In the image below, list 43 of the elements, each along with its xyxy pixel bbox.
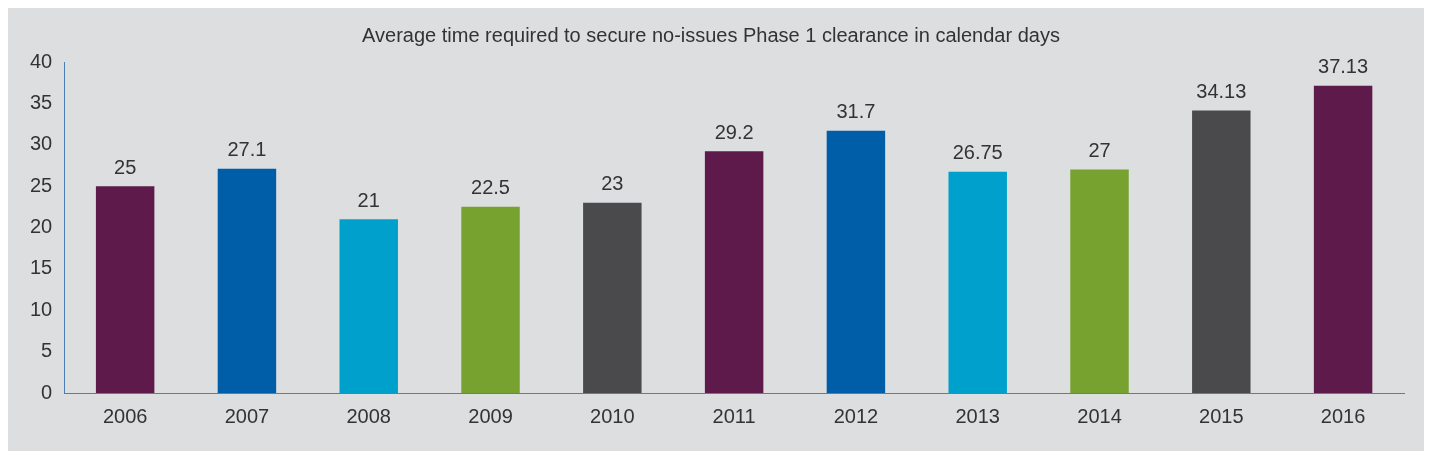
data-label: 31.7	[836, 100, 876, 123]
data-label: 22.5	[471, 176, 510, 199]
y-tick-label: 30	[30, 132, 53, 155]
bar	[217, 168, 277, 393]
bar	[1070, 169, 1129, 393]
y-tick-label: 40	[30, 49, 53, 72]
x-tick-label: 2014	[1077, 404, 1122, 427]
data-label: 25	[114, 155, 137, 178]
x-tick-label: 2011	[712, 404, 756, 427]
x-tick-label: 2009	[468, 404, 513, 427]
x-tick-label: 2006	[102, 404, 148, 427]
x-tick-label: 2010	[590, 404, 635, 427]
bar	[461, 206, 520, 393]
data-label: 27	[1088, 139, 1111, 162]
bar	[583, 202, 642, 393]
bar	[1192, 110, 1251, 393]
data-label: 37.13	[1318, 55, 1369, 78]
data-label: 29.2	[714, 120, 754, 143]
x-tick-label: 2012	[833, 404, 879, 427]
data-label: 26.75	[952, 141, 1003, 164]
chart-title: Average time required to secure no-issues Phase 1 clearance in calendar days	[362, 23, 1060, 46]
y-tick-label: 15	[30, 256, 53, 279]
bar	[339, 219, 398, 393]
x-tick-label: 2016	[1320, 404, 1366, 427]
data-label: 27.1	[227, 138, 267, 161]
y-tick-label: 10	[30, 297, 53, 320]
bar	[95, 186, 155, 393]
bar	[704, 151, 764, 393]
x-tick-label: 2013	[955, 404, 1000, 427]
x-tick-label: 2015	[1199, 404, 1244, 427]
bar	[826, 130, 886, 393]
y-tick-label: 0	[41, 380, 53, 403]
data-label: 21	[357, 188, 380, 211]
bar	[1313, 85, 1373, 393]
y-tick-label: 25	[30, 173, 53, 196]
bar	[948, 171, 1007, 393]
data-label: 23	[601, 172, 624, 195]
x-tick-label: 2008	[346, 404, 391, 427]
y-tick-label: 20	[30, 215, 53, 238]
x-tick-label: 2007	[224, 404, 270, 427]
data-label: 34.13	[1196, 80, 1247, 103]
y-tick-label: 5	[41, 339, 53, 362]
y-tick-label: 35	[30, 90, 53, 113]
